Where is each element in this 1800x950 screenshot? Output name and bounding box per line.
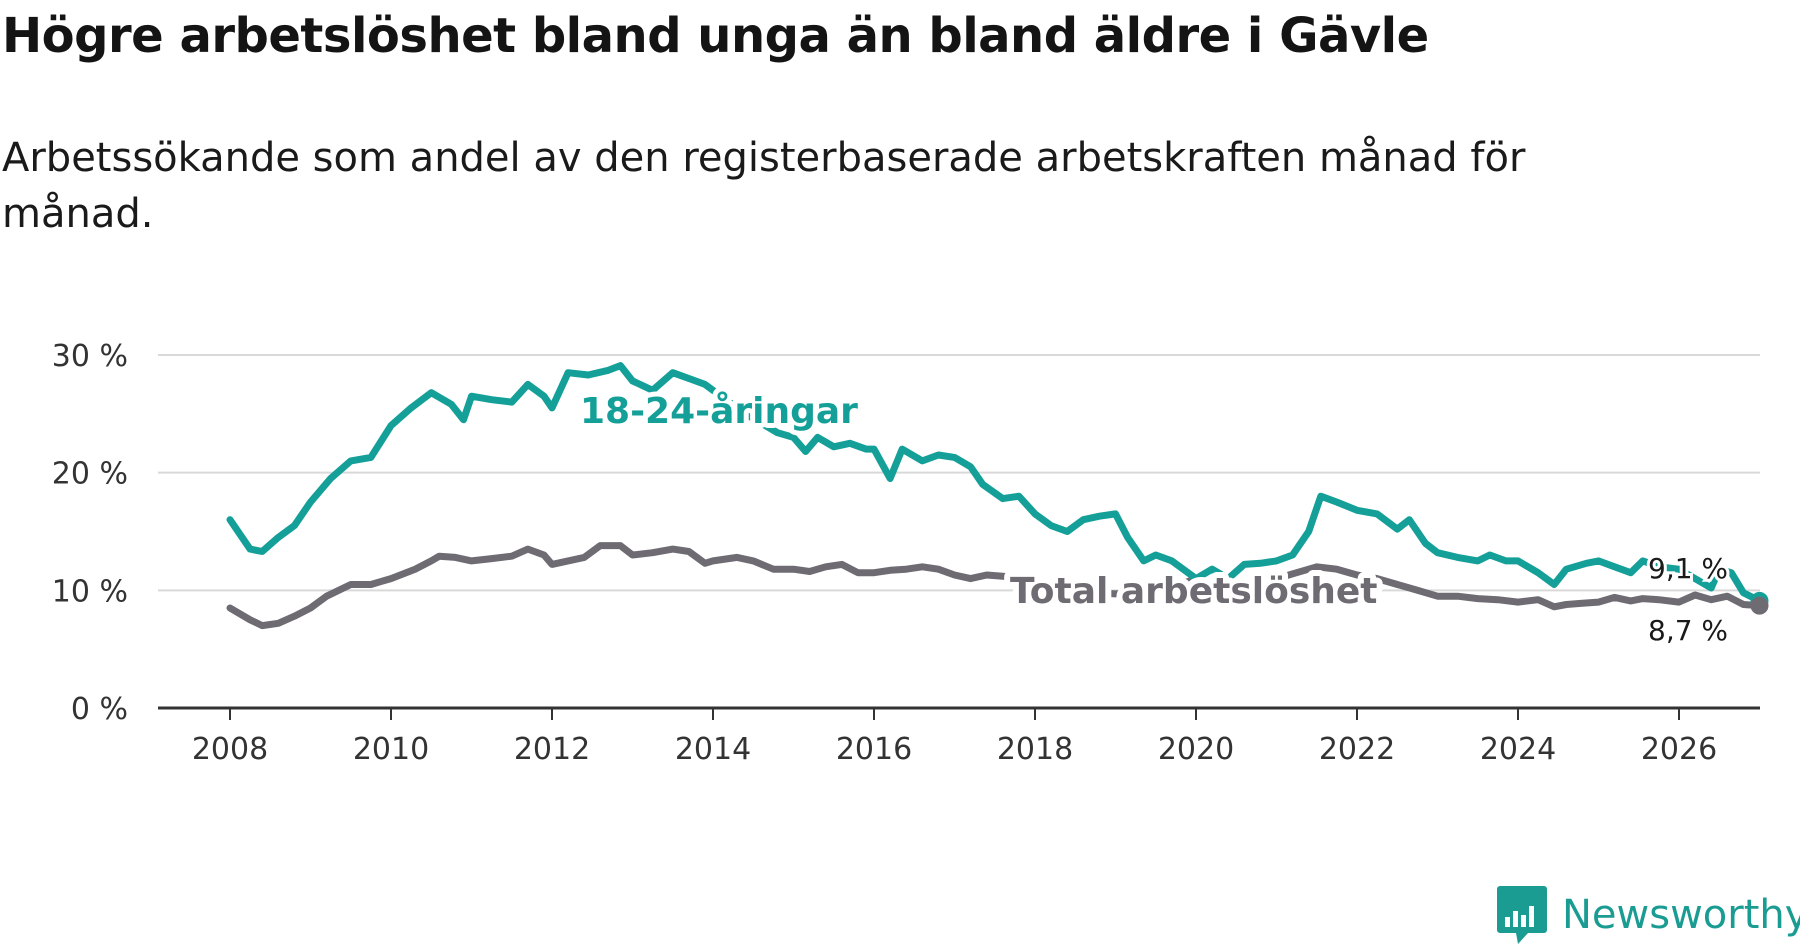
x-tick-label: 2016 (836, 732, 912, 767)
series-line-18-24 (226, 362, 1763, 605)
end-point-total (1750, 596, 1769, 615)
x-tick-label: 2026 (1641, 732, 1717, 767)
y-tick-label: 0 % (71, 692, 128, 727)
y-tick-label: 30 % (52, 339, 128, 374)
brand-name: Newsworthy (1562, 892, 1800, 938)
chart-subtitle: Arbetssökande som andel av den registerb… (2, 135, 1526, 237)
x-tick-label: 2024 (1480, 732, 1556, 767)
y-tick-label: 10 % (52, 574, 128, 609)
x-tick-label: 2010 (353, 732, 429, 767)
y-tick-label: 20 % (52, 457, 128, 492)
y-axis-ticks: 0 % 10 % 20 % 30 % (52, 339, 128, 727)
series-labels: 18-24-åringar Total arbetslöshet 9,1 % 8,7 … (575, 386, 1731, 650)
series-label-18-24: 18-24-åringar (580, 391, 858, 432)
gridlines (158, 354, 1760, 710)
end-value-18-24: 9,1 % (1648, 552, 1728, 585)
series-line-total (226, 542, 1763, 630)
x-axis-ticks: 2008 2010 2012 2014 2016 2018 2020 2022 2024 2026 (192, 708, 1717, 767)
newsworthy-logo: Newsworthy (1496, 880, 1800, 950)
x-tick-label: 2018 (997, 732, 1073, 767)
x-tick-label: 2008 (192, 732, 268, 767)
bar-chart-speech-bubble-icon (1497, 886, 1547, 944)
x-tick-label: 2022 (1319, 732, 1395, 767)
x-tick-label: 2020 (1158, 732, 1234, 767)
series-label-total: Total arbetslöshet (1010, 571, 1378, 612)
x-tick-label: 2014 (675, 732, 751, 767)
chart-title: Högre arbetslöshet bland unga än bland ä… (2, 8, 1429, 64)
x-tick-label: 2012 (514, 732, 590, 767)
series-lines (226, 362, 1769, 630)
end-value-total: 8,7 % (1648, 614, 1728, 647)
